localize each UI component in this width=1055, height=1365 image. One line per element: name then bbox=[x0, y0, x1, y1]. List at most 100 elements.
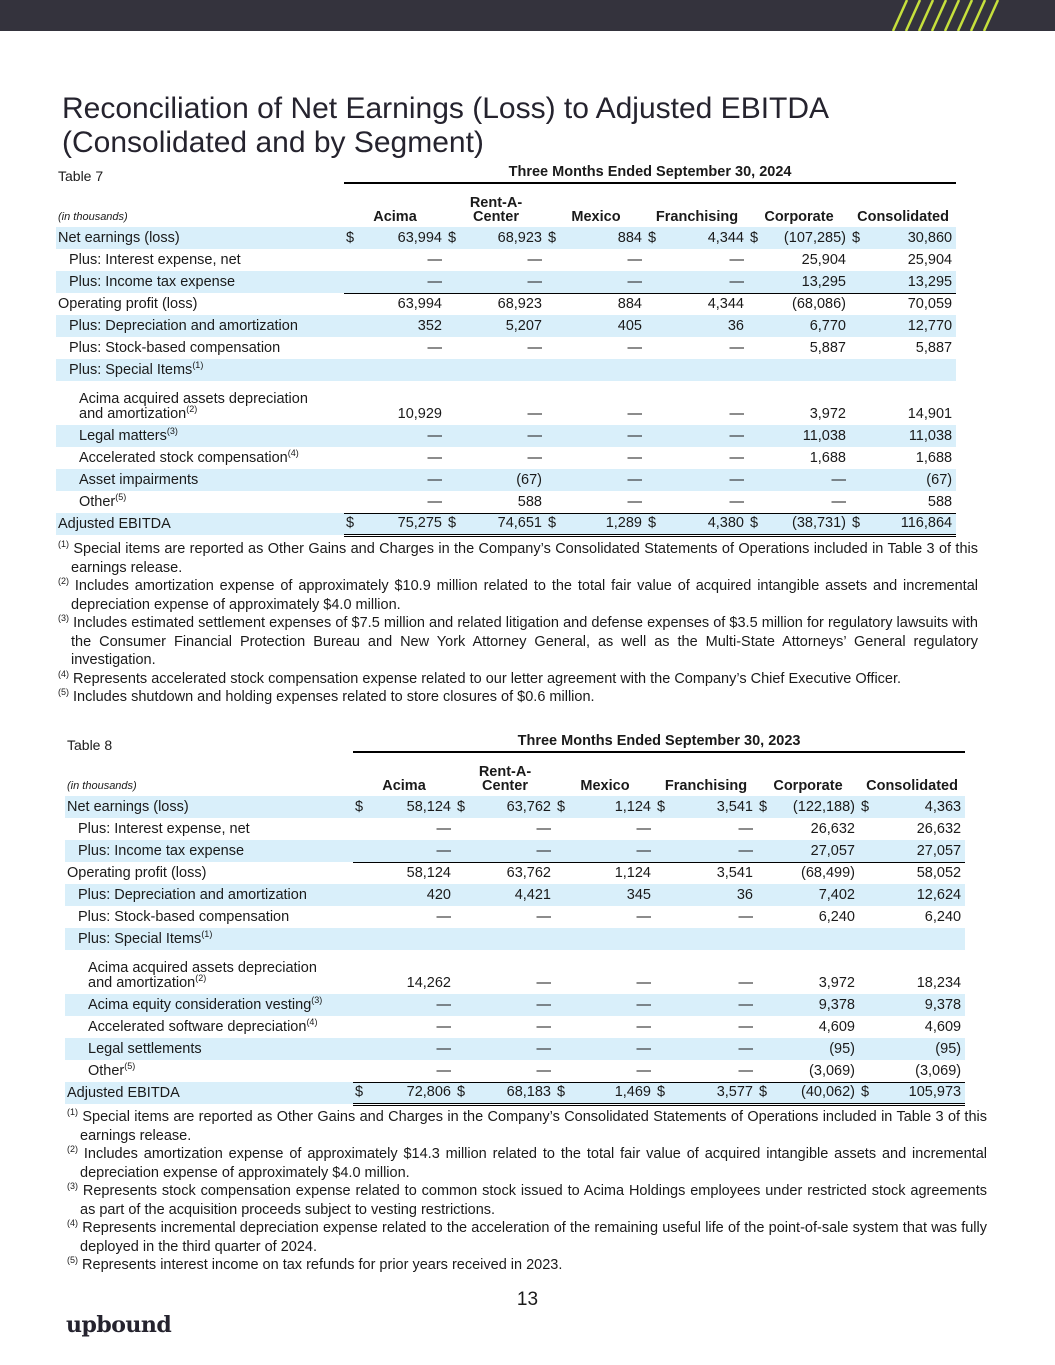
currency-cell bbox=[859, 950, 873, 994]
value-cell: — bbox=[427, 493, 443, 510]
currency-cell bbox=[344, 315, 358, 337]
currency-cell bbox=[455, 861, 469, 884]
row-label-text: Plus: Depreciation and amortization bbox=[78, 887, 307, 903]
currency-cell bbox=[757, 928, 771, 950]
value-cell: — bbox=[627, 450, 643, 466]
table-7: Table 7 Three Months Ended September 30, … bbox=[56, 164, 957, 537]
value-cell: 884 bbox=[560, 292, 646, 315]
currency-cell: $ bbox=[455, 1081, 469, 1106]
footnote-marker: (2) bbox=[195, 973, 207, 983]
currency-cell bbox=[646, 271, 660, 293]
currency-cell bbox=[757, 818, 771, 840]
value-cell: — bbox=[569, 840, 655, 862]
currency-cell bbox=[455, 1016, 469, 1038]
table-row: Plus: Depreciation and amortization 352 5,… bbox=[56, 315, 957, 337]
row-label: Net earnings (loss) bbox=[65, 796, 353, 818]
footnote-mark: (3) bbox=[67, 1181, 78, 1191]
currency-cell bbox=[655, 906, 669, 928]
row-label-text: Acima acquired assets depreciation bbox=[79, 391, 308, 407]
row-label: Net earnings (loss) bbox=[56, 227, 344, 249]
currency-cell bbox=[455, 950, 469, 994]
table-row: Plus: Stock-based compensation — — — — 5,887 5… bbox=[56, 337, 956, 359]
currency-cell bbox=[748, 381, 762, 425]
page-title-line-1: Reconciliation of Net Earnings (Loss) to… bbox=[62, 92, 830, 125]
value-cell: — bbox=[367, 1038, 455, 1060]
column-header: Rent-A- Center bbox=[478, 764, 532, 794]
value-cell: — bbox=[729, 406, 745, 422]
value-cell: — bbox=[469, 840, 555, 862]
value-cell: 11,038 bbox=[864, 425, 957, 447]
table-row: Plus: Interest expense, net — — — — 25,904 25,… bbox=[56, 249, 956, 271]
row-label-text: Operating profit (loss) bbox=[58, 296, 198, 312]
value-cell: — bbox=[660, 271, 748, 293]
row-label-text: Operating profit (loss) bbox=[67, 865, 207, 881]
currency-cell bbox=[446, 337, 460, 359]
page-title-line-2: (Consolidated and by Segment) bbox=[62, 126, 484, 159]
value-cell: 25,904 bbox=[801, 252, 846, 268]
table-8-grid: Table 8 Three Months Ended September 30, … bbox=[65, 733, 966, 1106]
currency-cell bbox=[353, 906, 367, 928]
footnote-mark: (2) bbox=[67, 1144, 78, 1154]
currency-cell: $ bbox=[859, 1081, 873, 1106]
currency-cell bbox=[859, 818, 873, 840]
row-label-text: Adjusted EBITDA bbox=[58, 516, 171, 532]
column-header: Corporate bbox=[764, 209, 834, 225]
value-cell: (68,086) bbox=[762, 292, 850, 315]
currency-cell bbox=[850, 292, 864, 315]
currency-cell bbox=[757, 861, 771, 884]
currency-cell bbox=[546, 271, 560, 293]
currency-cell bbox=[353, 884, 367, 906]
row-label-text: Plus: Income tax expense bbox=[78, 843, 245, 859]
currency-cell bbox=[344, 249, 358, 271]
currency-cell bbox=[655, 818, 669, 840]
value-cell: 10,929 bbox=[397, 406, 442, 422]
column-header: Franchising bbox=[655, 209, 739, 225]
currency-cell: $ bbox=[546, 512, 560, 537]
column-header: Mexico bbox=[571, 209, 621, 225]
currency-cell bbox=[859, 884, 873, 906]
table-row: Acima acquired assets depreciation and am… bbox=[56, 381, 956, 425]
value-cell: 4,344 bbox=[660, 292, 748, 315]
currency-cell bbox=[353, 861, 367, 884]
currency-cell: $ bbox=[850, 512, 864, 537]
row-label-text: Plus: Interest expense, net bbox=[78, 821, 250, 837]
value-cell: (3,069) bbox=[809, 1062, 855, 1079]
currency-cell bbox=[757, 994, 771, 1016]
currency-cell: $ bbox=[859, 796, 873, 818]
currency-cell bbox=[344, 447, 358, 469]
row-label-text: Adjusted EBITDA bbox=[67, 1085, 180, 1101]
value-cell: — bbox=[560, 271, 646, 293]
currency-cell bbox=[446, 381, 460, 425]
value-cell: 13,295 bbox=[762, 271, 850, 293]
column-header: Consolidated bbox=[866, 778, 958, 794]
units-label: (in thousands) bbox=[67, 780, 137, 792]
currency-cell bbox=[546, 315, 560, 337]
table-row: Net earnings (loss) $58,124 $63,762 $1,124 $… bbox=[65, 796, 966, 818]
value-cell: 25,904 bbox=[907, 252, 953, 268]
value-cell: 5,207 bbox=[460, 315, 546, 337]
value-cell: — bbox=[738, 1019, 754, 1035]
currency-cell bbox=[546, 249, 560, 271]
currency-cell bbox=[344, 359, 358, 381]
currency-cell: $ bbox=[748, 227, 762, 249]
currency-cell bbox=[646, 469, 660, 491]
value-cell: — bbox=[569, 1038, 655, 1060]
row-label: Other(5) bbox=[56, 491, 344, 513]
currency-cell: $ bbox=[344, 227, 358, 249]
currency-cell bbox=[546, 337, 560, 359]
currency-cell bbox=[546, 447, 560, 469]
value-cell: 352 bbox=[358, 315, 446, 337]
value-cell: (68,499) bbox=[771, 861, 859, 884]
value-cell: 116,864 bbox=[864, 512, 957, 537]
currency-cell bbox=[646, 249, 660, 271]
value-cell: 36 bbox=[669, 884, 757, 906]
currency-cell bbox=[353, 1016, 367, 1038]
footnote-mark: (5) bbox=[58, 687, 69, 697]
currency-cell bbox=[646, 359, 660, 381]
row-label-text: Acima equity consideration vesting bbox=[88, 997, 312, 1013]
footnote-marker: (4) bbox=[306, 1017, 318, 1027]
value-cell: 27,057 bbox=[771, 840, 859, 862]
currency-cell bbox=[748, 249, 762, 271]
value-cell: 68,923 bbox=[460, 292, 546, 315]
currency-cell bbox=[455, 884, 469, 906]
